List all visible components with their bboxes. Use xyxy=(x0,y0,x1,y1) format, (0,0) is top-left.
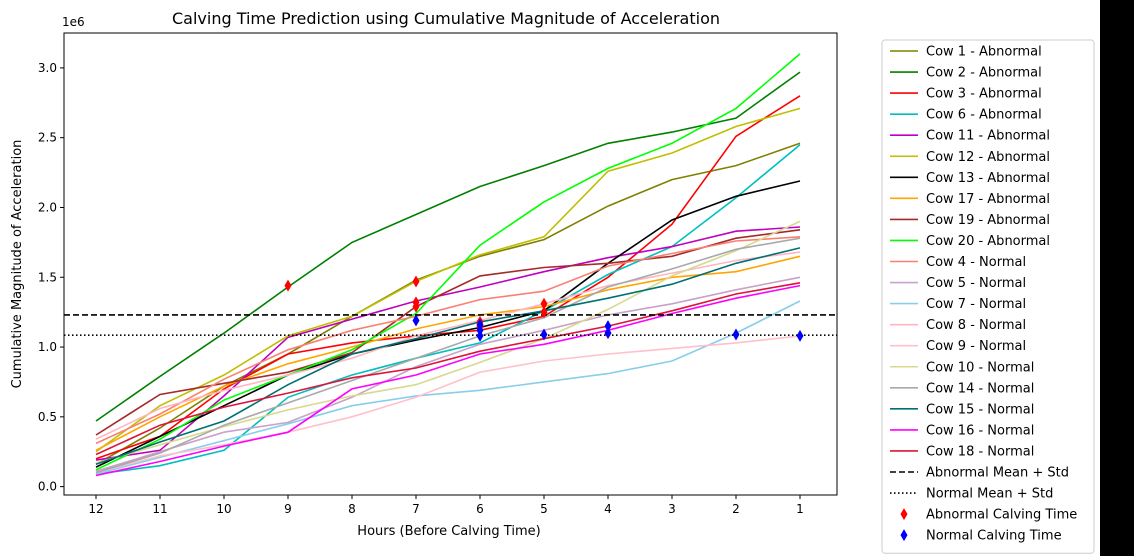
series-line-cow-5-normal xyxy=(95,276,801,473)
x-axis-ticks: 12 11 10 9 8 7 6 5 4 3 2 1 xyxy=(88,495,804,516)
legend-label: Cow 5 - Normal xyxy=(926,276,1026,291)
series-line-cow-16-normal xyxy=(95,284,801,477)
series-line-cow-17-abnormal xyxy=(95,255,801,452)
x-axis-label: Hours (Before Calving Time) xyxy=(357,524,540,539)
y-tick-label: 2.5 xyxy=(38,131,57,145)
legend-label: Cow 15 - Normal xyxy=(926,402,1034,417)
chart-title: Calving Time Prediction using Cumulative… xyxy=(172,9,720,28)
series-line-cow-6-abnormal xyxy=(95,144,801,475)
y-tick-label: 1.0 xyxy=(38,340,57,354)
legend-box xyxy=(881,39,1095,554)
calving-markers xyxy=(284,275,804,342)
y-tick-label: 1.5 xyxy=(38,270,57,284)
plot-lines xyxy=(95,53,801,477)
legend-label: Cow 20 - Abnormal xyxy=(926,234,1050,249)
series-line-cow-13-abnormal xyxy=(95,180,801,468)
legend-label: Cow 6 - Abnormal xyxy=(926,108,1042,123)
series-line-cow-2-abnormal xyxy=(95,71,801,422)
series-line-cow-18-normal xyxy=(95,282,801,456)
y-tick-label: 0.5 xyxy=(38,410,57,424)
x-tick-label: 9 xyxy=(284,502,292,516)
legend-label: Cow 1 - Abnormal xyxy=(926,45,1042,60)
legend-label: Normal Calving Time xyxy=(926,529,1062,544)
legend-label: Cow 19 - Abnormal xyxy=(926,213,1050,228)
legend-label: Cow 14 - Normal xyxy=(926,381,1034,396)
series-line-cow-12-abnormal xyxy=(95,107,801,453)
series-line-cow-7-normal xyxy=(95,300,801,475)
x-tick-label: 4 xyxy=(604,502,612,516)
legend-label: Cow 7 - Normal xyxy=(926,297,1026,312)
legend-label: Cow 17 - Abnormal xyxy=(926,192,1050,207)
legend-label: Cow 16 - Normal xyxy=(926,423,1034,438)
series-line-cow-14-normal xyxy=(95,237,801,474)
legend-label: Cow 2 - Abnormal xyxy=(926,66,1042,81)
legend-label: Cow 18 - Normal xyxy=(926,444,1034,459)
plot-frame xyxy=(63,32,838,496)
legend-label: Cow 11 - Abnormal xyxy=(926,129,1050,144)
y-axis-ticks: 0.0 0.5 1.0 1.5 2.0 2.5 3.0 xyxy=(38,61,64,494)
marker-abnormal-calving-time xyxy=(540,297,548,310)
x-tick-label: 1 xyxy=(796,502,804,516)
marker-abnormal-calving-time xyxy=(412,275,420,288)
reference-lines xyxy=(64,314,837,336)
series-line-cow-10-normal xyxy=(95,220,801,464)
legend: Cow 1 - Abnormal Cow 2 - Abnormal Cow 3 - … xyxy=(881,39,1095,554)
legend-label: Cow 13 - Abnormal xyxy=(926,171,1050,186)
x-tick-label: 8 xyxy=(348,502,356,516)
marker-normal-calving-time xyxy=(540,328,548,341)
series-line-cow-11-abnormal xyxy=(95,226,801,461)
legend-label: Cow 8 - Normal xyxy=(926,318,1026,333)
legend-label: Normal Mean + Std xyxy=(926,487,1053,502)
legend-swatch xyxy=(900,508,908,521)
y-tick-label: 2.0 xyxy=(38,200,57,214)
marker-normal-calving-time xyxy=(604,320,612,333)
marker-normal-calving-time xyxy=(796,329,804,342)
x-tick-label: 10 xyxy=(216,502,231,516)
x-tick-label: 12 xyxy=(88,502,103,516)
legend-label: Cow 10 - Normal xyxy=(926,360,1034,375)
marker-normal-calving-time xyxy=(412,314,420,327)
series-line-cow-15-normal xyxy=(95,247,801,466)
right-edge-strip xyxy=(1100,0,1134,556)
marker-normal-calving-time xyxy=(476,329,484,342)
x-tick-label: 11 xyxy=(152,502,167,516)
x-tick-label: 7 xyxy=(412,502,420,516)
marker-abnormal-calving-time xyxy=(540,306,548,319)
marker-abnormal-calving-time xyxy=(412,300,420,313)
legend-label: Cow 4 - Normal xyxy=(926,255,1026,270)
marker-abnormal-calving-time xyxy=(284,279,292,292)
x-tick-label: 2 xyxy=(732,502,740,516)
x-tick-label: 6 xyxy=(476,502,484,516)
legend-swatch xyxy=(900,529,908,542)
legend-label: Cow 3 - Abnormal xyxy=(926,87,1042,102)
y-tick-label: 0.0 xyxy=(38,480,57,494)
y-axis-label: Cumulative Magnitude of Acceleration xyxy=(10,140,25,389)
series-line-cow-9-normal xyxy=(95,335,801,474)
y-multiplier: 1e6 xyxy=(62,15,85,29)
legend-label: Abnormal Mean + Std xyxy=(926,466,1069,481)
x-tick-label: 5 xyxy=(540,502,548,516)
legend-label: Cow 12 - Abnormal xyxy=(926,150,1050,165)
marker-normal-calving-time xyxy=(604,327,612,340)
y-tick-label: 3.0 xyxy=(38,61,57,75)
x-tick-label: 3 xyxy=(668,502,676,516)
legend-label: Abnormal Calving Time xyxy=(926,508,1077,523)
series-line-cow-4-normal xyxy=(95,236,801,445)
legend-label: Cow 9 - Normal xyxy=(926,339,1026,354)
series-line-cow-20-abnormal xyxy=(95,53,801,471)
marker-normal-calving-time xyxy=(732,328,740,341)
